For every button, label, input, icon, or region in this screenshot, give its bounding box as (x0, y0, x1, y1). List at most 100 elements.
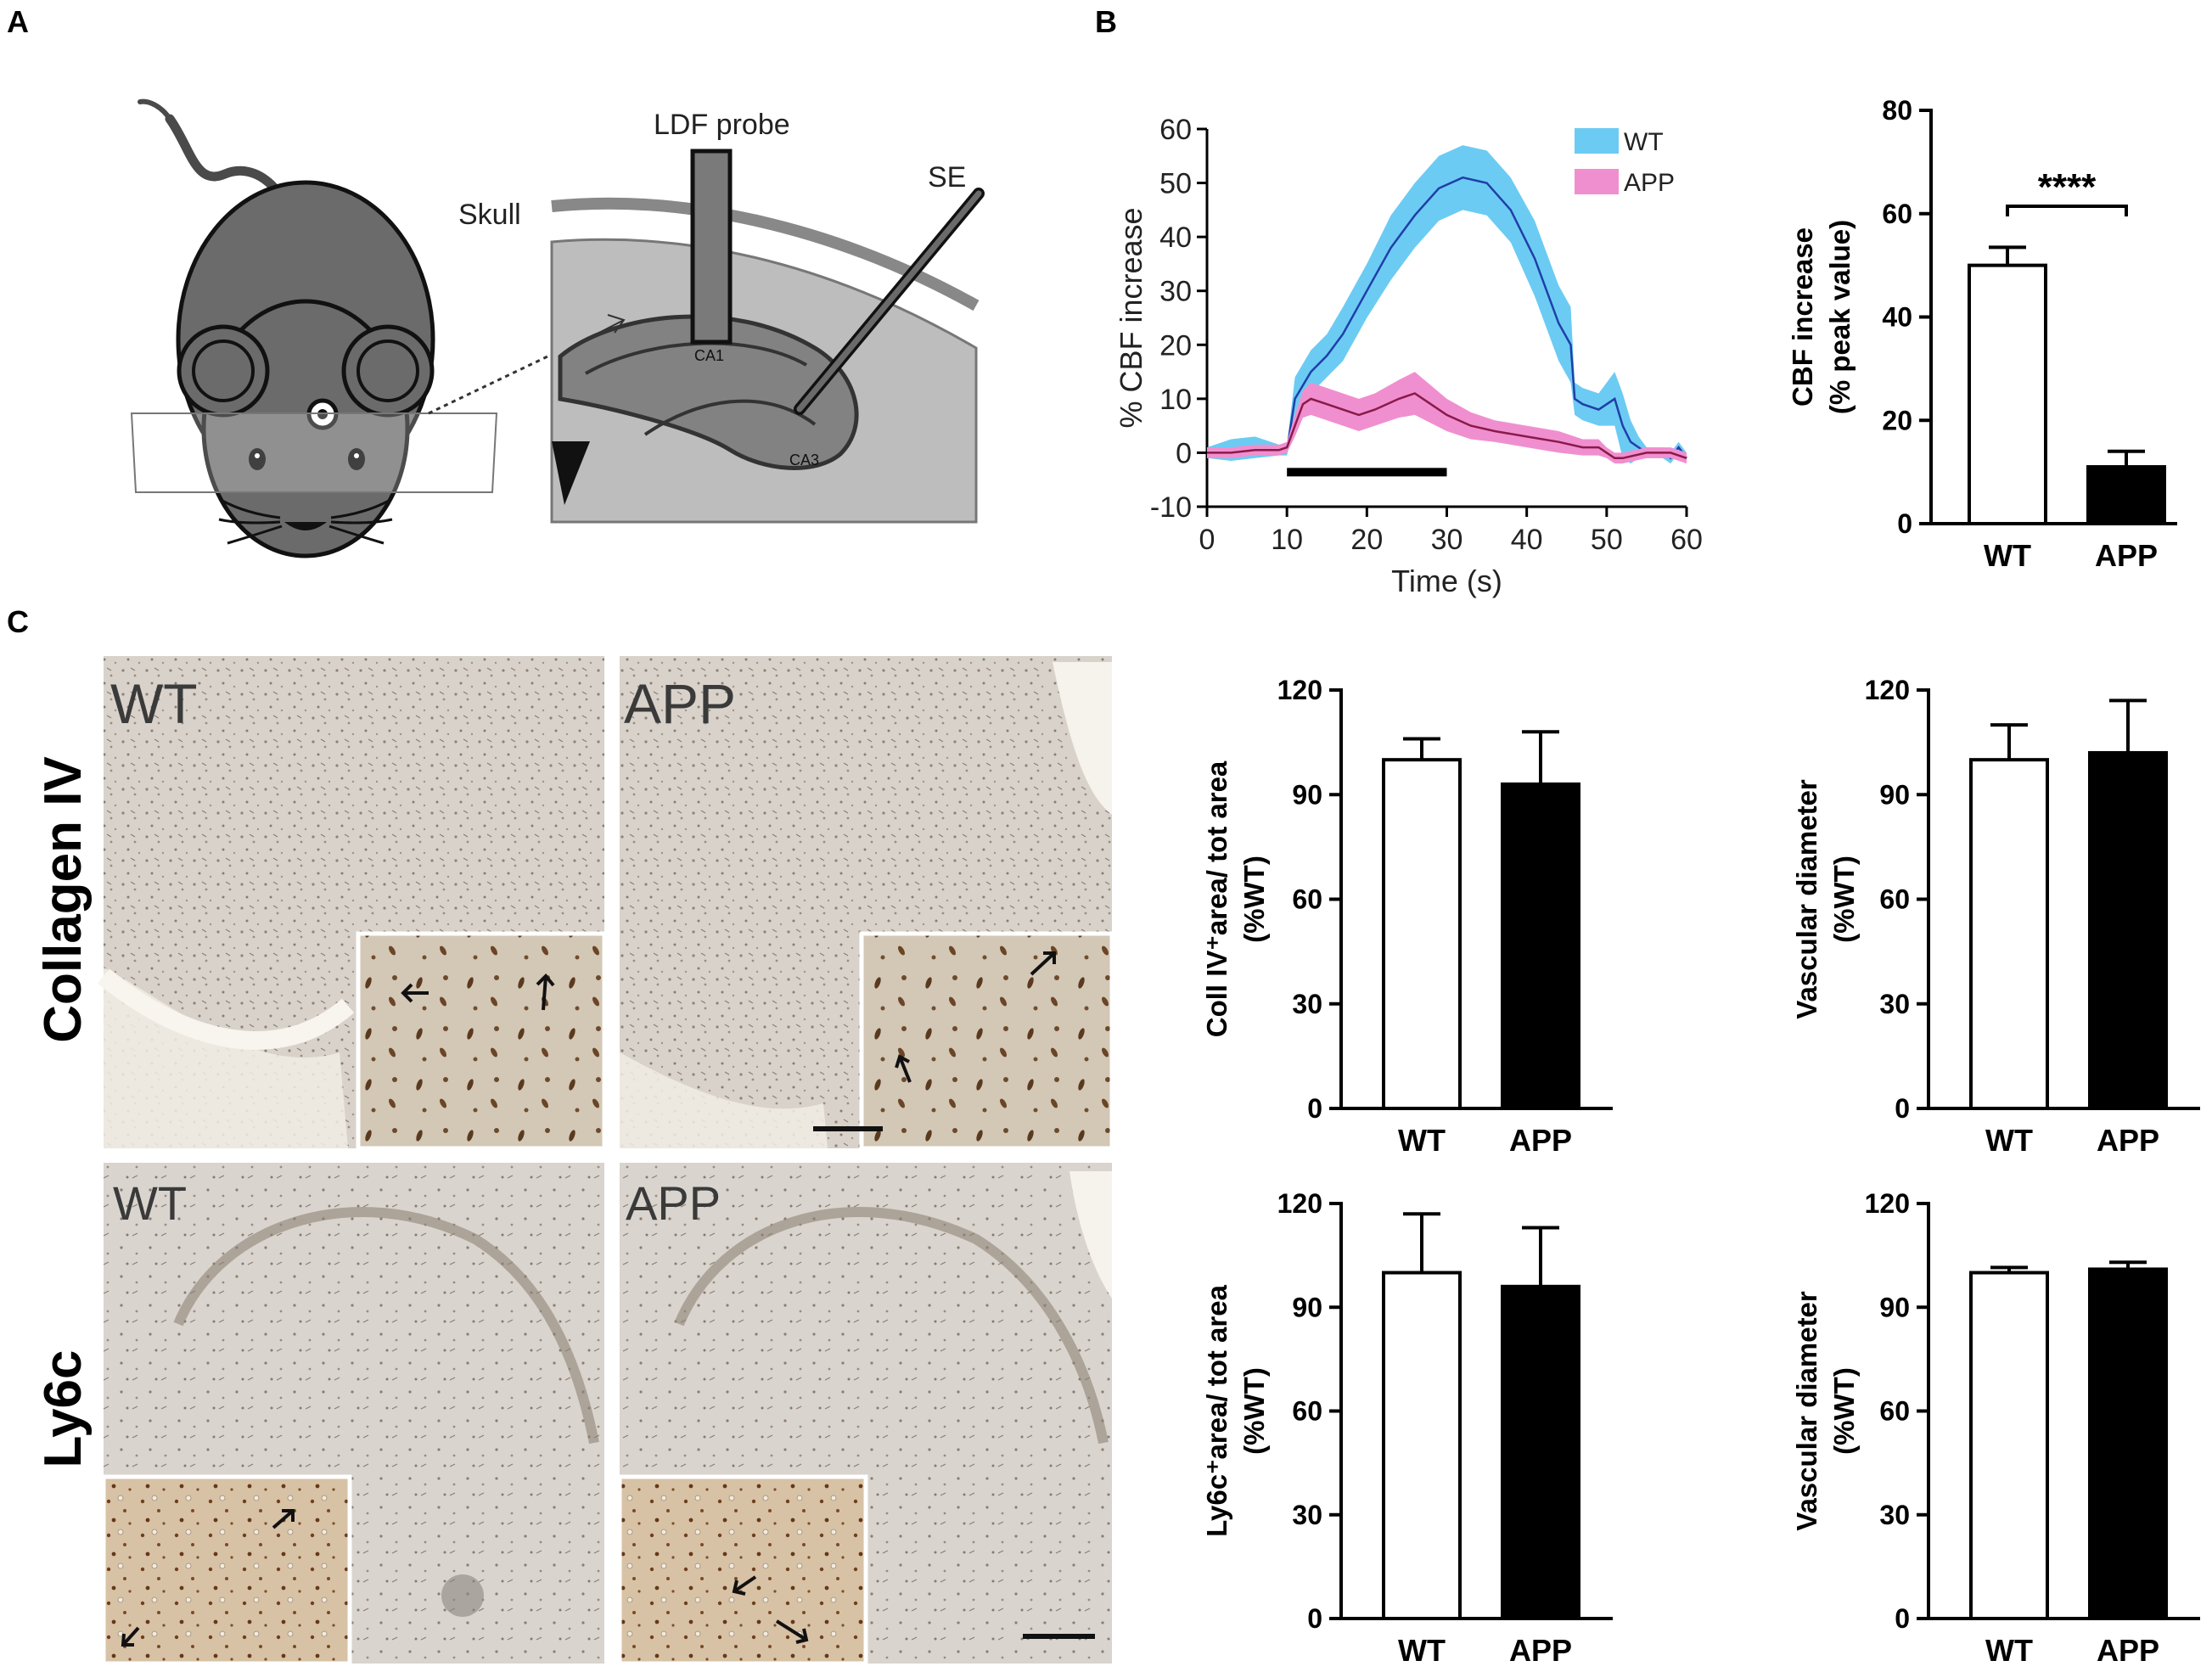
y-tick-label: 120 (1277, 675, 1322, 705)
bar-app (1501, 782, 1580, 1110)
y-tick-label: 40 (1882, 302, 1912, 333)
y-tick-label: 30 (1292, 1500, 1322, 1530)
y-tick-label: 50 (1159, 168, 1192, 200)
y-tick-label: 120 (1865, 675, 1910, 705)
ca3-label: CA3 (789, 452, 819, 468)
legend-swatch-wt (1575, 128, 1619, 154)
y-tick-label: 0 (1176, 437, 1192, 469)
y-axis-title-line1: Coll IV⁺area/ tot area (1201, 760, 1232, 1037)
x-tick-label: APP (1509, 1123, 1572, 1158)
y-axis-title-line2: (%WT) (1238, 1367, 1270, 1455)
y-axis-title-line2: (%WT) (1828, 1367, 1860, 1455)
histology-images (98, 656, 1114, 1666)
inset-ly6c-app (617, 1474, 868, 1666)
y-tick-label: 0 (1307, 1603, 1322, 1634)
y-tick-label: 0 (1895, 1603, 1910, 1634)
x-tick-label: 30 (1431, 524, 1463, 556)
x-tick-label: 40 (1511, 524, 1543, 556)
y-axis-title-line1: Ly6c⁺area/ tot area (1201, 1284, 1232, 1537)
series-line-app (1207, 392, 1687, 460)
x-tick-label: 20 (1350, 524, 1383, 556)
ly6c-area-chart: 0 30 60 90 120 WT APP Ly6c⁺area/ tot area (%WT) (1201, 1188, 1613, 1668)
x-tick-label: 10 (1271, 524, 1303, 556)
y-tick-label: 0 (1897, 508, 1912, 539)
row-label-collagen: Collagen IV (34, 756, 93, 1043)
legend-label-app: APP (1624, 169, 1675, 197)
inset-ly6c-wt (101, 1474, 352, 1666)
micrograph-label-wt-top: WT (110, 672, 198, 735)
y-tick-label: 60 (1159, 114, 1192, 146)
bar-app (1501, 1284, 1580, 1621)
y-tick-label: 60 (1879, 884, 1910, 915)
panel-label-a: A (7, 4, 29, 39)
y-tick-label: 30 (1159, 276, 1192, 308)
legend-label-wt: WT (1624, 128, 1664, 156)
se-label: SE (928, 161, 966, 194)
y-tick-label: 120 (1865, 1188, 1910, 1219)
bar-wt (1968, 263, 2047, 525)
significance-bracket (2006, 205, 2128, 216)
y-axis-title-line2: (%WT) (1828, 856, 1860, 943)
x-tick-label: WT (1984, 538, 2031, 573)
ly6c-diameter-chart: 0 30 60 90 120 WT APP Vascular diameter (%WT) (1791, 1188, 2200, 1668)
y-tick-label: 60 (1292, 884, 1322, 915)
y-tick-label: 30 (1879, 989, 1910, 1019)
x-tick-label: WT (1985, 1123, 2033, 1158)
cbf-peak-chart: 0 20 40 60 80 WT APP CBF increase (% peak value)… (1787, 95, 2177, 573)
y-tick-label: 0 (1307, 1093, 1322, 1124)
panel-label-c: C (7, 604, 29, 639)
y-tick-label: 90 (1292, 1292, 1322, 1322)
bar-app (2088, 750, 2168, 1110)
y-tick-label: 20 (1882, 405, 1912, 435)
series-band-wt (1207, 145, 1687, 464)
skull-label: Skull (458, 199, 521, 231)
bar-wt (1969, 1271, 2049, 1620)
y-tick-label: 80 (1882, 95, 1912, 126)
x-tick-label: 0 (1199, 524, 1215, 556)
x-tick-label: WT (1985, 1633, 2033, 1668)
x-tick-label: APP (2097, 1123, 2159, 1158)
y-tick-label: 120 (1277, 1188, 1322, 1219)
x-axis-title: Time (s) (1391, 564, 1502, 598)
row-label-ly6c: Ly6c (34, 1349, 93, 1467)
y-tick-label: 90 (1292, 779, 1322, 810)
inset-collagen-wt (356, 931, 607, 1151)
y-axis-title: % CBF increase (1114, 207, 1148, 428)
y-axis-title-line1: CBF increase (1787, 227, 1818, 407)
x-tick-label: APP (1509, 1633, 1572, 1668)
bar-wt (1969, 758, 2049, 1111)
bar-app (2088, 1267, 2168, 1621)
legend-swatch-app (1575, 169, 1619, 194)
y-axis-title-line1: Vascular diameter (1791, 779, 1822, 1019)
x-tick-label: 50 (1591, 524, 1623, 556)
y-tick-label: 40 (1159, 222, 1192, 254)
y-axis-title-line2: (%WT) (1238, 856, 1270, 943)
x-tick-label: WT (1398, 1633, 1446, 1668)
significance-label: **** (2038, 166, 2097, 208)
mouse-schematic (130, 98, 625, 558)
y-tick-label: 30 (1879, 1500, 1910, 1530)
y-tick-label: 10 (1159, 384, 1192, 416)
y-axis-title-line2: (% peak value) (1824, 220, 1855, 414)
y-tick-label: -10 (1150, 491, 1192, 524)
y-tick-label: 30 (1292, 989, 1322, 1019)
stimulus-bar (1287, 468, 1447, 477)
y-tick-label: 60 (1879, 1396, 1910, 1427)
y-tick-label: 90 (1879, 779, 1910, 810)
inset-collagen-app (859, 931, 1114, 1151)
x-tick-label: APP (2095, 538, 2158, 573)
y-tick-label: 0 (1895, 1093, 1910, 1124)
y-tick-label: 60 (1292, 1396, 1322, 1427)
series-band-app (1207, 372, 1687, 464)
bar-wt (1382, 1271, 1462, 1620)
micrograph-label-app-bottom: APP (626, 1176, 721, 1230)
x-tick-label: WT (1398, 1123, 1446, 1158)
ca1-label: CA1 (694, 347, 724, 364)
panel-label-b: B (1095, 4, 1117, 39)
y-tick-label: 90 (1879, 1292, 1910, 1322)
brain-section-schematic (550, 149, 985, 524)
x-tick-label: 60 (1670, 524, 1703, 556)
x-tick-label: APP (2097, 1633, 2159, 1668)
